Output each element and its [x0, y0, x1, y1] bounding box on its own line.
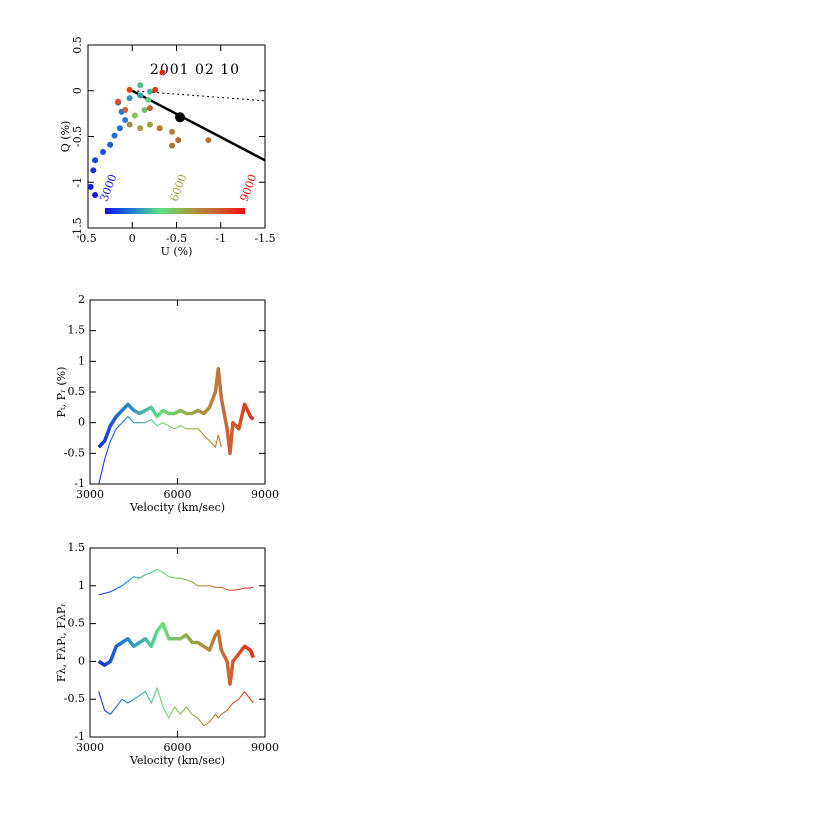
x-axis-label: Velocity (km/sec) — [129, 754, 225, 767]
data-line — [97, 366, 255, 456]
data-point — [137, 92, 144, 99]
data-point — [92, 192, 99, 199]
data-point — [107, 141, 114, 148]
y-tick-label: -0.5 — [64, 446, 85, 459]
reference-line — [131, 89, 266, 162]
y-tick-label: 1 — [78, 579, 85, 592]
data-point — [146, 105, 153, 112]
data-point — [145, 96, 152, 103]
y-tick-label: 1.5 — [68, 324, 86, 337]
colorbar-label: 3000 — [98, 172, 120, 203]
reference-line — [132, 90, 266, 102]
x-tick-label: 3000 — [76, 488, 104, 501]
data-point — [126, 95, 133, 102]
data-point — [146, 121, 153, 128]
x-tick-label: 3000 — [76, 741, 104, 754]
x-tick-label: -1 — [215, 232, 226, 245]
colorbar-label: 9000 — [238, 172, 260, 203]
plot-frame — [89, 547, 266, 738]
data-point — [92, 157, 99, 164]
y-tick-label: 0 — [71, 87, 84, 94]
y-tick-label: 2 — [78, 293, 85, 306]
x-tick-label: 9000 — [251, 741, 279, 754]
data-point — [137, 125, 144, 132]
y-tick-label: 0 — [78, 416, 85, 429]
y-axis-label: Fλ, FλPₜ, FλPᵣ — [55, 603, 68, 682]
data-point — [122, 106, 129, 113]
data-line — [98, 687, 254, 727]
x-tick-label: 9000 — [251, 488, 279, 501]
data-point — [122, 117, 129, 124]
y-axis-label: Q (%) — [59, 121, 72, 153]
data-line — [97, 621, 255, 686]
data-point — [115, 98, 122, 105]
plot-frame — [89, 299, 266, 485]
y-tick-label: 0.5 — [71, 36, 84, 54]
colorbar — [105, 208, 245, 214]
data-point — [131, 112, 138, 119]
y-tick-label: 0.5 — [68, 385, 86, 398]
marker-point — [175, 112, 186, 123]
data-point — [90, 167, 97, 174]
data-point — [175, 137, 182, 144]
x-tick-label: 0.5 — [79, 232, 97, 245]
data-point — [205, 137, 212, 144]
x-axis-label: Velocity (km/sec) — [129, 501, 225, 514]
y-tick-label: 0.5 — [68, 617, 86, 630]
y-tick-label: 1 — [78, 354, 85, 367]
y-tick-label: 1.5 — [68, 541, 86, 554]
y-tick-label: -1.5 — [71, 217, 84, 238]
data-point — [111, 132, 118, 139]
data-point — [126, 121, 133, 128]
data-line — [98, 568, 254, 596]
chart-title: 2001 02 10 — [150, 62, 240, 78]
data-point — [152, 86, 159, 93]
x-tick-label: 0 — [129, 232, 136, 245]
x-tick-label: -1.5 — [254, 232, 275, 245]
y-tick-label: -1 — [71, 177, 84, 188]
x-tick-label: -0.5 — [166, 232, 187, 245]
x-tick-label: 6000 — [164, 488, 192, 501]
data-point — [146, 88, 153, 95]
y-tick-label: -0.5 — [71, 126, 84, 147]
data-point — [126, 86, 133, 93]
y-tick-label: -0.5 — [64, 692, 85, 705]
data-line — [98, 415, 222, 485]
y-axis-label: Pₜ, Pᵣ (%) — [55, 367, 68, 418]
x-tick-label: 6000 — [164, 741, 192, 754]
y-tick-label: -1 — [74, 730, 85, 743]
data-point — [141, 106, 148, 113]
x-axis-label: U (%) — [161, 245, 193, 258]
data-point — [159, 69, 166, 76]
data-point — [169, 128, 176, 135]
y-tick-label: 0 — [78, 654, 85, 667]
data-point — [100, 149, 107, 156]
data-point — [87, 183, 94, 190]
data-point — [116, 125, 123, 132]
y-tick-label: -1 — [74, 477, 85, 490]
data-point — [156, 125, 163, 132]
data-point — [169, 142, 176, 149]
colorbar-label: 6000 — [168, 172, 190, 203]
data-point — [137, 82, 144, 89]
